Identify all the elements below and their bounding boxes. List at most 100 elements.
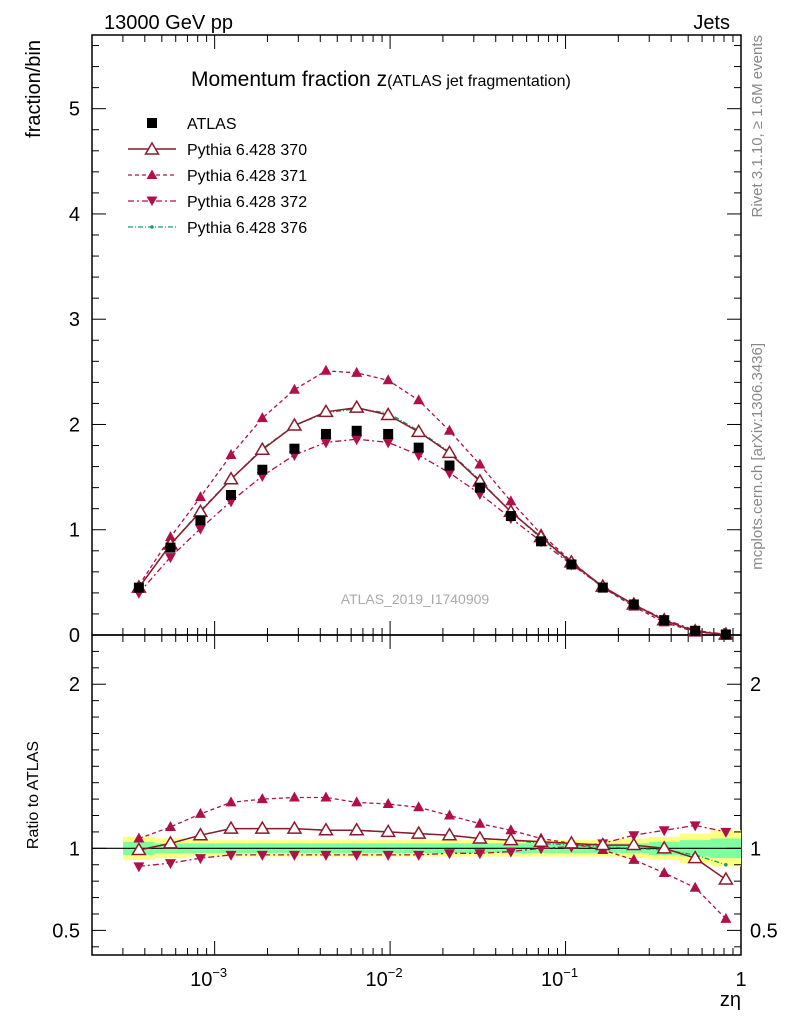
data-point	[690, 625, 701, 636]
ratio-point	[288, 850, 300, 861]
data-point	[320, 438, 332, 449]
ratio-point	[194, 807, 206, 818]
axis-ticks: 10−3 10−2 10−1 1 0 1 2 3 4 5 0.5 0.5 1 1 2 2	[52, 35, 778, 991]
ratio-point	[563, 835, 580, 849]
data-point	[536, 536, 547, 547]
ratio-point	[133, 832, 145, 843]
legend-entry-atlas: ATLAS	[147, 116, 237, 133]
data-point	[348, 399, 365, 413]
data-point	[380, 407, 396, 421]
ratio-point	[382, 850, 394, 861]
ratio-point	[286, 820, 303, 834]
ratio-plot-frame	[91, 634, 742, 956]
ratio-point	[626, 837, 642, 851]
y-tick-label: 5	[69, 99, 80, 121]
data-point	[413, 442, 424, 453]
data-point	[320, 364, 332, 375]
ratio-point	[687, 850, 703, 864]
data-point	[505, 511, 516, 522]
ratio-point	[505, 847, 517, 858]
ratio-point	[413, 850, 425, 861]
legend-entry-370: Pythia 6.428 370	[128, 141, 307, 159]
data-point	[194, 524, 206, 535]
ratio-y-axis-label: Ratio to ATLAS	[25, 741, 42, 849]
ratio-point	[594, 837, 611, 851]
main-y-axis-label: fraction/bin	[23, 40, 45, 138]
ratio-point	[351, 850, 363, 861]
ratio-y-tick-label-right: 0.5	[750, 920, 778, 942]
ratio-point	[628, 831, 640, 842]
ratio-point	[505, 824, 517, 835]
legend-marker-376	[150, 225, 154, 229]
y-tick-label: 4	[69, 204, 80, 226]
ratio-point	[656, 840, 673, 854]
x-axis-label: zη	[720, 989, 741, 1011]
ratio-point	[720, 912, 732, 923]
ratio-point	[410, 825, 427, 839]
data-point	[223, 471, 239, 485]
data-point	[286, 417, 303, 431]
data-point	[383, 428, 394, 439]
process-label: Jets	[693, 12, 730, 34]
ratio-y-tick-label-right: 1	[750, 838, 761, 860]
ratio-point	[413, 801, 425, 812]
ratio-point	[162, 835, 179, 849]
plot-title-var: z	[377, 68, 388, 91]
data-point	[628, 599, 639, 610]
data-point	[225, 449, 237, 459]
ratio-series-370	[131, 820, 734, 885]
legend-entry-371: Pythia 6.428 371	[128, 168, 307, 185]
data-point	[194, 491, 206, 502]
data-point	[444, 460, 455, 471]
ratio-line	[138, 796, 727, 920]
ratio-point	[348, 822, 365, 836]
legend: ATLAS Pythia 6.428 370 Pythia 6.428 371 …	[128, 116, 307, 237]
legend-marker-371	[146, 169, 158, 179]
ratio-point	[288, 791, 300, 802]
data-point	[165, 542, 176, 553]
ratio-point	[689, 821, 701, 832]
ratio-series	[131, 791, 734, 923]
ratio-point	[503, 832, 519, 846]
x-tick-label: 10−3	[190, 965, 227, 991]
data-point	[257, 464, 268, 475]
data-point	[597, 582, 608, 593]
data-point	[351, 425, 362, 436]
legend-marker-372	[146, 196, 158, 206]
data-point	[505, 495, 517, 506]
data-point	[164, 553, 176, 564]
data-point	[195, 515, 206, 526]
ratio-point	[192, 827, 209, 841]
ratio-point	[254, 820, 271, 834]
ratio-point	[351, 796, 363, 807]
y-tick-label: 0	[69, 625, 80, 647]
ratio-point	[320, 791, 332, 802]
series-line	[138, 370, 726, 636]
ratio-point	[131, 841, 147, 856]
plot-title: Momentum fraction z(ATLAS jet fragmentat…	[191, 68, 571, 91]
ratio-point	[256, 793, 268, 804]
ratio-point	[256, 850, 268, 861]
data-point	[320, 428, 331, 439]
ratio-point	[718, 871, 734, 885]
series-line	[138, 438, 726, 636]
ratio-point	[658, 866, 670, 877]
data-point	[226, 490, 237, 500]
data-point	[413, 394, 425, 405]
series-line	[138, 406, 726, 636]
energy-label: 13000 GeV pp	[104, 12, 233, 34]
legend-label-376: Pythia 6.428 376	[187, 220, 307, 237]
ratio-point	[382, 798, 394, 809]
data-point	[659, 615, 670, 626]
ratio-point	[223, 820, 239, 834]
ratio-point	[441, 827, 458, 841]
plot-title-main: Momentum fraction	[191, 68, 377, 91]
data-point	[133, 582, 144, 593]
legend-label-370: Pythia 6.428 370	[187, 142, 307, 159]
legend-label-372: Pythia 6.428 372	[187, 194, 307, 211]
series-atlas	[133, 425, 731, 640]
data-point	[351, 366, 363, 377]
ratio-point	[689, 881, 701, 892]
data-point	[289, 443, 300, 454]
